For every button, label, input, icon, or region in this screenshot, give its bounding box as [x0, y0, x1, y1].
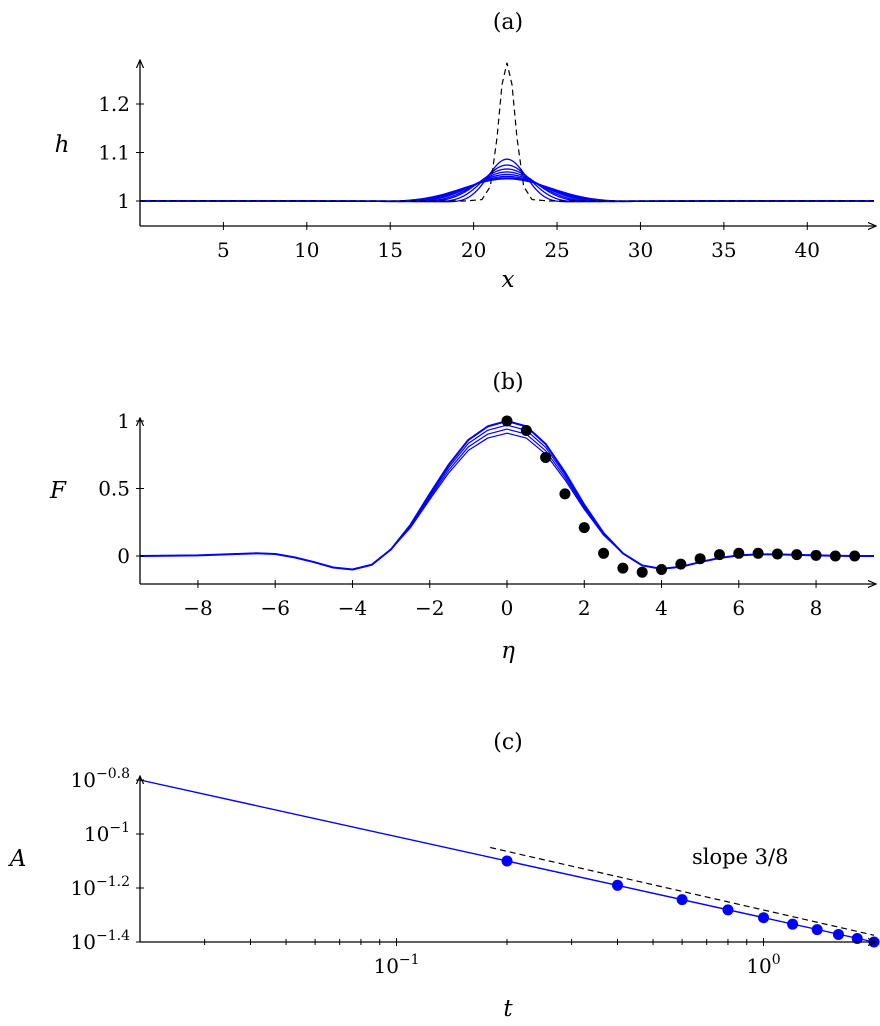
panel-a-x-tick-label: 15 — [378, 238, 403, 262]
panel-c-x-tick-label: 100 — [746, 952, 780, 978]
panel-b-x-tick-label: −4 — [338, 596, 367, 620]
panel-b-x-tick-label: 0 — [501, 596, 514, 620]
panel-a-x-tick-label: 40 — [795, 238, 820, 262]
panel-c-x-tick-label: 10−1 — [373, 952, 419, 978]
data-point — [540, 451, 552, 463]
panel-a-title: (a) — [493, 10, 523, 35]
panel-b-y-tick-label: 0 — [117, 544, 130, 568]
data-point — [617, 562, 629, 574]
data-point — [611, 879, 623, 891]
data-point — [598, 547, 610, 559]
data-point — [758, 912, 770, 924]
panel-c-y-tick-label: 10−1 — [84, 820, 130, 846]
panel-a-y-tick-label: 1 — [117, 189, 130, 213]
panel-b-x-label: η — [501, 638, 515, 664]
panel-c-y-label: A — [8, 846, 27, 872]
data-point — [713, 549, 725, 561]
data-point — [694, 553, 706, 565]
panel-c-title: (c) — [493, 730, 523, 755]
panel-a-x-tick-label: 35 — [711, 238, 736, 262]
data-point — [832, 928, 844, 940]
profile-curve — [140, 175, 874, 203]
data-point — [829, 550, 841, 562]
data-point — [676, 894, 688, 906]
data-point — [733, 547, 745, 559]
panel-c-ticks: 10−1 100 10−0.8 10−1 10−1.2 10−1.4 — [71, 766, 781, 978]
panel-a-y-tick-label: 1.2 — [98, 92, 130, 116]
panel-c-y-tick-label: 10−1.4 — [71, 928, 131, 954]
panel-b-curves — [139, 420, 874, 571]
panel-b-x-tick-label: 2 — [578, 596, 591, 620]
panel-a-y-label: h — [55, 132, 70, 158]
data-point — [849, 550, 861, 562]
data-point — [771, 548, 783, 560]
panel-a-x-label: x — [502, 267, 515, 293]
panel-a-x-tick-label: 20 — [461, 238, 486, 262]
data-point — [787, 918, 799, 930]
panel-a-curves — [139, 62, 875, 203]
data-point — [656, 564, 668, 575]
panel-b-y-label: F — [49, 478, 67, 504]
panel-b-x-tick-label: −2 — [415, 596, 444, 620]
profile-curve — [140, 178, 874, 203]
panel-a-x-tick-label: 30 — [628, 238, 653, 262]
chart-panel-b: (b) −8 −6 −4 −2 0 2 4 6 8 0 0.5 1 F η — [49, 370, 876, 664]
chart-panel-c: (c) 10−1 100 10−0.8 10−1 10−1.2 10−1.4 slope … — [8, 730, 880, 1022]
similarity-curve — [139, 432, 874, 571]
panel-b-x-tick-label: 4 — [655, 596, 668, 620]
data-point — [636, 566, 648, 578]
panel-c-y-tick-label: 10−1.2 — [71, 874, 130, 900]
profile-curve — [140, 164, 874, 203]
panel-b-x-tick-label: 6 — [732, 596, 745, 620]
panel-b-y-tick-label: 0.5 — [98, 477, 130, 501]
data-point — [675, 558, 687, 570]
data-point — [810, 549, 822, 561]
panel-c-y-tick-label: 10−0.8 — [71, 766, 130, 792]
panel-a-ticks: 5 10 15 20 25 30 35 40 1 1.1 1.2 — [98, 92, 820, 262]
similarity-curve — [139, 420, 874, 571]
data-point — [578, 522, 590, 534]
panel-b-points — [501, 415, 861, 578]
panel-b-x-tick-label: −8 — [183, 596, 212, 620]
similarity-curve — [139, 424, 874, 571]
panel-b-x-tick-label: 8 — [810, 596, 823, 620]
panel-a-x-tick-label: 25 — [544, 238, 569, 262]
panel-a-y-tick-label: 1.1 — [98, 141, 130, 165]
panel-b-x-tick-label: −6 — [260, 596, 289, 620]
data-point — [722, 904, 734, 916]
data-point — [851, 932, 863, 944]
panel-b-y-tick-label: 1 — [117, 409, 130, 433]
slope-reference-line — [490, 846, 875, 936]
panel-b-ticks: −8 −6 −4 −2 0 2 4 6 8 0 0.5 1 — [98, 409, 822, 620]
chart-panel-a: (a) 5 10 15 20 25 30 35 40 1 1.1 1.2 h x — [55, 10, 876, 293]
panel-a-x-tick-label: 5 — [217, 238, 230, 262]
panel-c-x-label: t — [503, 996, 513, 1022]
data-point — [501, 855, 513, 867]
panel-a-x-tick-label: 10 — [294, 238, 319, 262]
data-point — [791, 549, 803, 561]
data-point — [520, 424, 532, 436]
data-point — [501, 415, 513, 427]
panel-b-title: (b) — [492, 370, 523, 395]
data-point — [811, 924, 823, 936]
data-point — [559, 488, 571, 500]
profile-curve — [139, 177, 875, 203]
data-point — [752, 547, 764, 559]
initial-condition-curve — [140, 62, 874, 202]
slope-annotation: slope 3/8 — [692, 845, 788, 869]
similarity-curve — [139, 428, 874, 571]
